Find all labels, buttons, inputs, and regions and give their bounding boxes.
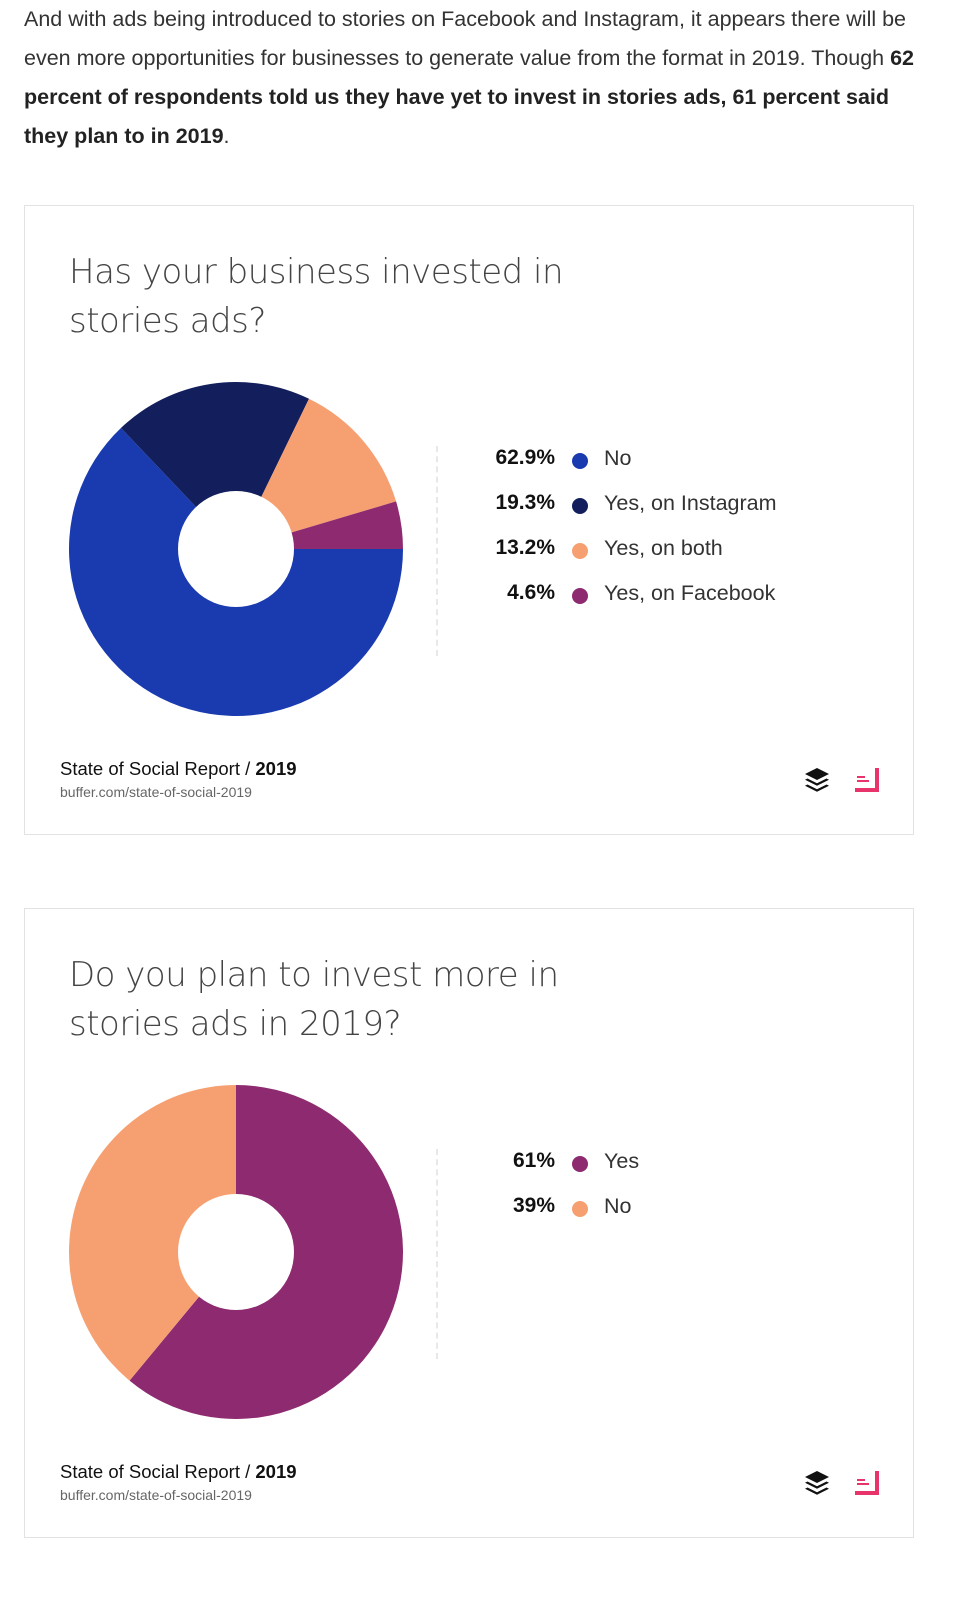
legend-percent: 39% [512, 1194, 555, 1217]
donut-hole [178, 1194, 294, 1310]
card-footer: State of Social Report / 2019 buffer.com… [60, 1460, 297, 1505]
legend-percent: 19.3% [495, 491, 555, 514]
card-footer: State of Social Report / 2019 buffer.com… [60, 757, 297, 802]
legend-label: Yes [604, 1149, 640, 1173]
chart-title: Do you plan to invest more in stories ad… [69, 955, 559, 1044]
footer-report-title: State of Social Report / 2019 [60, 1460, 297, 1484]
buffer-logo-icon [805, 1471, 829, 1495]
chart-legend: 62.9% No 19.3% Yes, on Instagram 13.2% Yes, o… [445, 438, 865, 618]
slice-yes-on-instagram [120, 382, 309, 549]
footer-url: buffer.com/state-of-social-2019 [60, 784, 252, 800]
legend-item-yes-on-instagram: 19.3% Yes, on Instagram [445, 483, 865, 528]
footer-report-year: 2019 [255, 758, 297, 779]
legend-dot-icon [572, 498, 588, 514]
intro-bold-text: 62 percent of respondents told us they h… [24, 46, 915, 148]
legend-dot-icon [572, 1156, 588, 1172]
legend-dot-icon [572, 543, 588, 559]
legend-dot-icon [572, 453, 588, 469]
legend-label: Yes, on both [604, 536, 723, 560]
article-intro-paragraph: And with ads being introduced to stories… [24, 0, 924, 156]
legend-divider [436, 446, 438, 656]
footer-report-year: 2019 [255, 1461, 297, 1482]
donut-hole [178, 491, 294, 607]
legend-percent: 61% [512, 1149, 555, 1172]
legend-label: Yes, on Facebook [604, 581, 776, 605]
legend-label: Yes, on Instagram [604, 491, 777, 515]
legend-item-yes-on-both: 13.2% Yes, on both [445, 528, 865, 573]
footer-report-title: State of Social Report / 2019 [60, 757, 297, 781]
pink-bracket-logo-icon [855, 1471, 879, 1495]
chart-legend: 61% Yes 39% No [445, 1141, 865, 1231]
intro-end: . [223, 124, 230, 148]
legend-percent: 62.9% [495, 446, 555, 469]
slice-no [68, 1085, 236, 1381]
footer-report-name: State of Social Report / [60, 1461, 256, 1482]
legend-label: No [604, 446, 632, 470]
legend-label: No [604, 1194, 632, 1218]
legend-percent: 4.6% [507, 581, 555, 604]
donut-chart-invested [69, 382, 403, 717]
legend-item-yes: 61% Yes [445, 1141, 865, 1186]
chart-title: Has your business invested in stories ad… [69, 252, 564, 341]
chart-card-invested: Has your business invested in stories ad… [24, 205, 914, 835]
pink-bracket-logo-icon [855, 768, 879, 792]
legend-item-no: 39% No [445, 1186, 865, 1231]
legend-percent: 13.2% [495, 536, 555, 559]
legend-divider [436, 1149, 438, 1359]
chart-card-plan: Do you plan to invest more in stories ad… [24, 908, 914, 1538]
footer-report-name: State of Social Report / [60, 758, 256, 779]
donut-chart-plan [68, 1085, 403, 1419]
legend-item-yes-on-facebook: 4.6% Yes, on Facebook [445, 573, 865, 618]
intro-text: And with ads being introduced to stories… [24, 7, 907, 70]
buffer-logo-icon [805, 768, 829, 792]
footer-url: buffer.com/state-of-social-2019 [60, 1487, 252, 1503]
legend-dot-icon [572, 588, 588, 604]
legend-dot-icon [572, 1201, 588, 1217]
legend-item-no: 62.9% No [445, 438, 865, 483]
